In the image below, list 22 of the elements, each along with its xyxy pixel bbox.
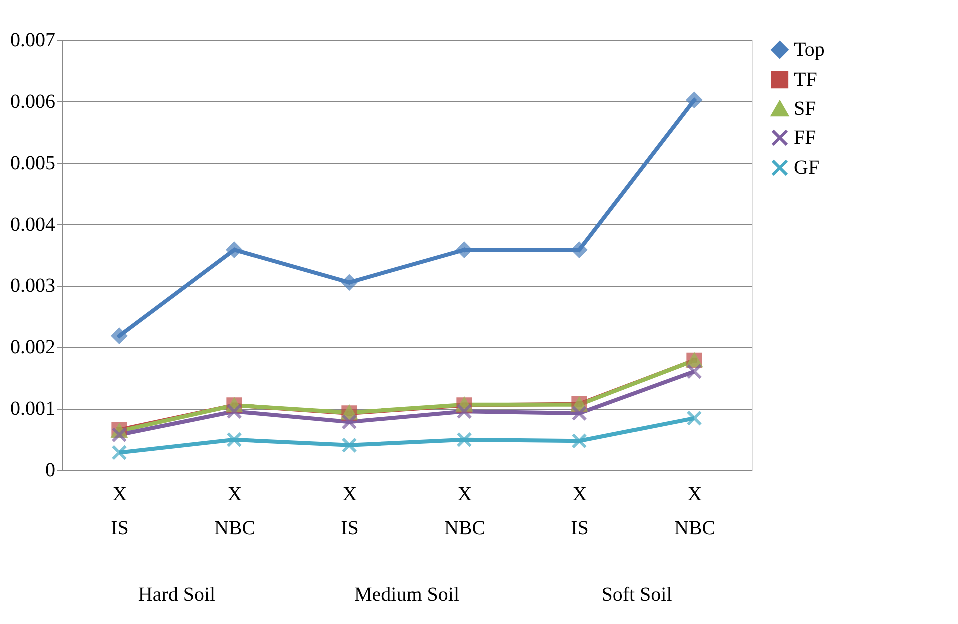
legend-label: TF [794, 69, 818, 91]
text: Hard Soil [138, 584, 216, 606]
y-tick-label: 0.006 [10, 90, 56, 113]
y-tick-label: 0.007 [10, 30, 56, 52]
legend-label: Top [794, 39, 825, 61]
x-tick-label: X NBC [674, 484, 716, 540]
y-tick-label: 0.001 [10, 398, 56, 420]
x-tick-label: X NBC [214, 484, 256, 540]
x-tick-label: X IS [341, 484, 359, 540]
legend-label: GF [794, 157, 820, 179]
x-tick-label: X IS [111, 484, 129, 540]
y-tick-label: 0.004 [10, 214, 56, 236]
legend-label: FF [794, 127, 816, 149]
text: Soft Soil [602, 584, 673, 606]
y-tick-label: 0.005 [10, 152, 56, 174]
y-tick-label: 0.002 [10, 336, 56, 359]
legend-label: SF [794, 98, 816, 120]
y-tick-label: 0.003 [10, 275, 56, 298]
y-tick-label: 0 [46, 460, 56, 482]
x-tick-label: X NBC [444, 484, 486, 540]
x-tick-label: X IS [571, 484, 589, 540]
text: Medium Soil [354, 584, 460, 606]
